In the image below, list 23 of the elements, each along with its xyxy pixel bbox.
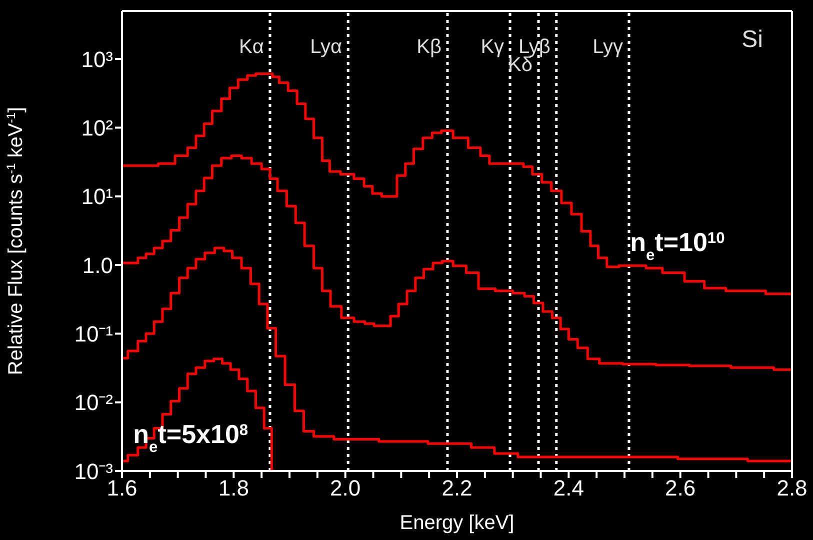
x-tick-label: 2.8 bbox=[776, 476, 808, 501]
x-axis-title: Energy [keV] bbox=[400, 512, 514, 534]
x-tick-label: 2.6 bbox=[665, 476, 696, 501]
x-tick-label: 1.8 bbox=[218, 476, 249, 501]
y-tick-label: 10⁻² bbox=[74, 390, 113, 416]
ref-line-label: Kγ bbox=[480, 36, 504, 58]
y-tick-label: 10³ bbox=[81, 46, 113, 72]
y-tick-label: 10² bbox=[81, 115, 113, 140]
y-tick-label: 1.0 bbox=[82, 252, 113, 278]
annotation: n$_{e}$t=5x10$^{8}$ bbox=[133, 418, 248, 456]
x-tick-label: 1.6 bbox=[106, 476, 138, 501]
y-tick-label: 10¹ bbox=[81, 184, 113, 210]
annotation: n$_{e}$t=10$^{10}$ bbox=[630, 227, 726, 264]
annotation: Si bbox=[742, 26, 763, 54]
x-tick-label: 2.4 bbox=[553, 476, 584, 501]
x-tick-label: 2.2 bbox=[442, 476, 472, 501]
y-tick-label: 10⁻¹ bbox=[74, 321, 113, 346]
ref-line-label: Kα bbox=[239, 36, 264, 58]
ref-line-label: Lyα bbox=[310, 36, 342, 58]
ref-line-label: Kβ bbox=[416, 36, 442, 58]
x-tick-label: 2.0 bbox=[330, 476, 361, 501]
ref-line-label: Lyγ bbox=[592, 36, 623, 58]
ref-line-label: Lyβ bbox=[518, 36, 550, 58]
